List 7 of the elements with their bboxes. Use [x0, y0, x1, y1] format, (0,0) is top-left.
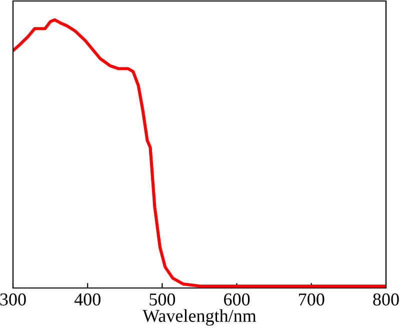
x-tick-label: 400 [74, 293, 100, 306]
x-tick-label: 800 [373, 293, 399, 306]
x-tick-label: 300 [0, 293, 26, 306]
x-tick-label: 600 [224, 293, 250, 306]
x-tick-label: 700 [299, 293, 324, 306]
x-axis-title: Wavelength/nm [142, 309, 256, 326]
x-tick-label: 500 [150, 293, 176, 306]
